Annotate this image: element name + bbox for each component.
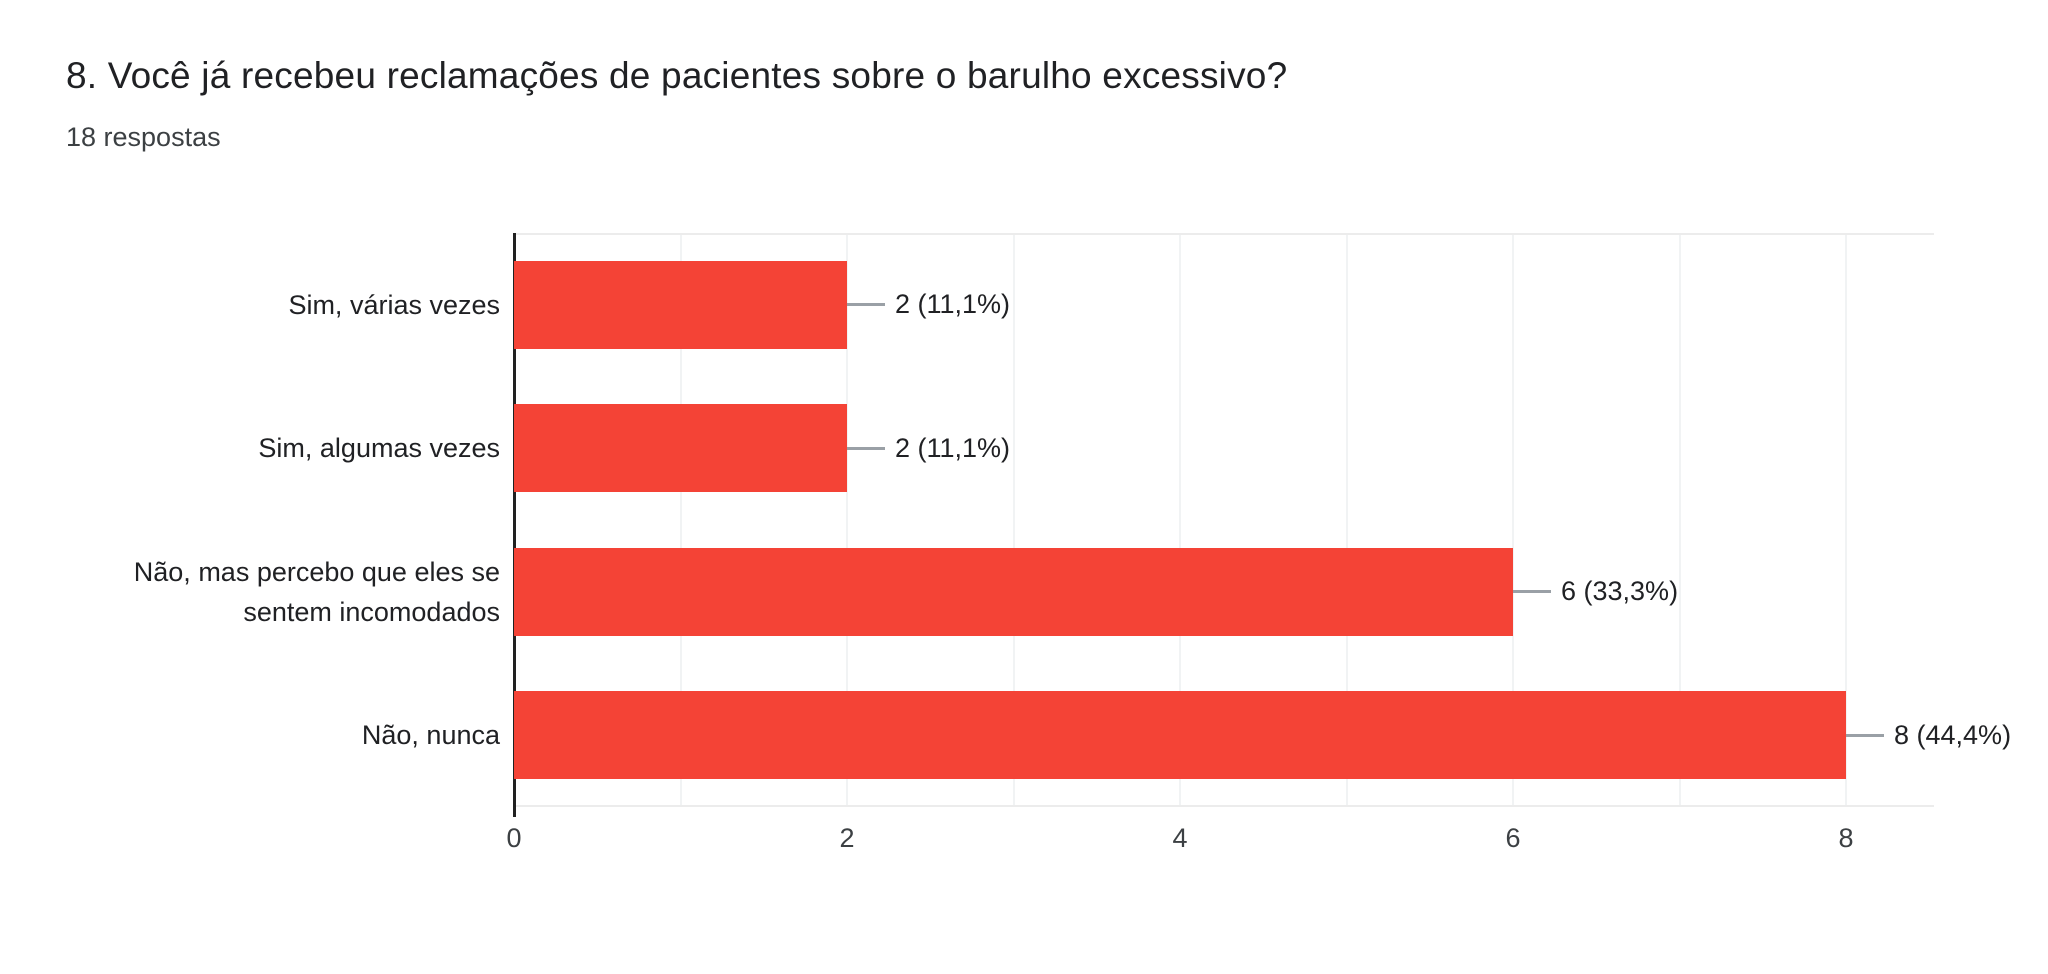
gridline (1012, 235, 1015, 805)
bar-segment (514, 404, 847, 493)
x-tick-label: 8 (1838, 823, 1854, 853)
gridline (1845, 235, 1847, 805)
category-label: Sim, algumas vezes (258, 433, 500, 464)
category-label: Não, nunca (361, 720, 500, 751)
response-count: 18 respostas (66, 122, 221, 152)
value-label: 6 (33,3%) (1561, 576, 1679, 607)
gridline (1678, 235, 1681, 805)
bar-segment (514, 691, 1846, 780)
question-title: 8. Você já recebeu reclamações de pacien… (66, 55, 1288, 96)
y-axis-line (513, 233, 516, 817)
value-label: 2 (11,1%) (895, 289, 1011, 320)
x-tick-label: 4 (1172, 823, 1188, 853)
bar-segment (514, 260, 847, 349)
value-connector-line (1846, 733, 1884, 737)
value-connector-line (847, 303, 885, 307)
x-tick-label: 2 (839, 823, 855, 853)
gridline (1345, 235, 1348, 805)
gridline (846, 235, 848, 805)
gridline (1179, 235, 1181, 805)
gridline (679, 235, 682, 805)
x-tick-label: 6 (1505, 823, 1521, 853)
x-tick-label: 0 (506, 823, 522, 853)
value-connector-line (847, 446, 885, 450)
value-label: 8 (44,4%) (1894, 719, 2012, 750)
category-label: Sim, várias vezes (288, 289, 500, 320)
value-label: 2 (11,1%) (895, 432, 1011, 463)
bar-segment (514, 547, 1513, 636)
category-label: Não, mas percebo que eles se sentem inco… (133, 556, 500, 627)
gridline (1512, 235, 1514, 805)
plot-area (514, 233, 1934, 807)
value-connector-line (1513, 590, 1551, 594)
